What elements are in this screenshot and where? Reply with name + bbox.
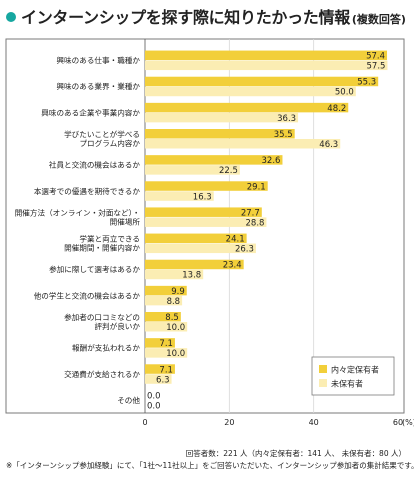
legend-swatch (319, 379, 327, 387)
data-label-series2: 28.8 (246, 218, 265, 228)
bar-series2 (145, 139, 341, 149)
data-label-series1: 23.4 (223, 261, 242, 271)
category-label: 参加者の口コミなどの評判が良いか (64, 312, 140, 331)
category-label: 他の学生と交流の機会はあるか (34, 290, 141, 300)
data-label-series1: 8.5 (165, 313, 179, 323)
data-label-series1: 48.2 (327, 104, 346, 114)
data-label-series2: 0.0 (147, 401, 161, 411)
chart-subtitle: (複数回答) (351, 13, 406, 26)
bar-series1 (145, 207, 262, 217)
data-label-series1: 7.1 (159, 365, 173, 375)
x-tick-label: 20 (224, 418, 234, 427)
bar-series2 (145, 295, 183, 306)
data-label-series1: 32.6 (262, 156, 281, 166)
chart-frame (5, 38, 405, 414)
bar-series2 (145, 60, 388, 71)
category-label: 社員と交流の機会はあるか (49, 160, 141, 170)
legend-swatch (319, 365, 327, 373)
category-label: 開催方法（オンライン・対面など）・開催場所 (15, 207, 141, 226)
data-label-series2: 6.3 (156, 375, 170, 385)
category-label: 興味のある仕事・職種か (56, 55, 140, 65)
bar-series2 (145, 86, 356, 97)
data-label-series2: 22.5 (219, 166, 238, 176)
data-label-series2: 10.0 (166, 349, 185, 359)
bar-series2 (145, 269, 204, 280)
data-label-series1: 57.4 (366, 52, 385, 62)
category-label: 交通費が支給されるか (64, 369, 140, 379)
data-label-series2: 46.3 (319, 140, 338, 150)
respondents-note: 回答者数：221 人（内々定保有者：141 人、 未保有者：80 人） (185, 449, 406, 458)
bar-series2 (145, 374, 172, 384)
bullet-dot-icon (6, 12, 16, 22)
bar-series1 (145, 50, 388, 61)
legend-label: 未保有者 (331, 379, 363, 389)
bar-series1 (145, 181, 268, 191)
data-label-series1: 9.9 (171, 287, 185, 297)
data-label-series2: 16.3 (193, 192, 212, 202)
bar-series1 (145, 285, 187, 296)
bar-series2 (145, 348, 188, 358)
bar-series2 (145, 165, 240, 175)
data-label-series1: 27.7 (241, 208, 260, 218)
legend-box (311, 356, 395, 396)
bar-series1 (145, 312, 181, 322)
category-label: 学びたいことが学べるプログラム内容か (64, 129, 140, 148)
survey-footnote: ※「インターンシップ参加経験」にて、「1社～11社以上」をご回答いただいた、イン… (6, 461, 414, 470)
bar-series2 (145, 243, 256, 254)
data-label-series2: 13.8 (182, 271, 201, 281)
bar-series1 (145, 338, 175, 348)
category-label: 参加に際して選考はあるか (49, 264, 140, 274)
bar-series1 (145, 259, 244, 270)
data-label-series1: 7.1 (159, 339, 173, 349)
category-label: 学業と両立できる開催期間・開催内容か (64, 234, 140, 253)
bar-series2 (145, 217, 267, 227)
data-label-series1: 24.1 (226, 235, 245, 245)
data-label-series1: 29.1 (247, 182, 266, 192)
data-label-series1: 0.0 (147, 391, 161, 401)
data-label-series1: 35.5 (274, 130, 293, 140)
bar-series2 (145, 191, 214, 201)
x-tick-label: 60 (393, 418, 403, 427)
x-tick-label: 40 (309, 418, 319, 427)
category-label: その他 (117, 395, 140, 405)
bar-series1 (145, 155, 283, 165)
data-label-series2: 10.0 (166, 323, 185, 333)
data-label-series2: 57.5 (367, 62, 386, 72)
bar-series1 (145, 102, 349, 113)
bar-series1 (145, 364, 175, 374)
category-label: 本選考での優遇を期待できるか (34, 186, 141, 196)
x-tick-label: 0 (142, 418, 147, 427)
chart-title: インターンシップを探す際に知りたかった情報 (21, 8, 350, 27)
legend-label: 内々定保有者 (331, 365, 379, 375)
data-label-series2: 8.8 (167, 297, 181, 307)
data-label-series2: 26.3 (235, 245, 254, 255)
category-label: 興味のある企業や事業内容か (41, 107, 140, 117)
data-label-series2: 36.3 (277, 114, 296, 124)
category-label: 興味のある業界・業種か (56, 81, 140, 91)
bar-series1 (145, 129, 295, 139)
x-unit-label: (%) (402, 418, 414, 427)
category-label: 報酬が支払われるか (72, 343, 140, 353)
data-label-series2: 50.0 (335, 88, 354, 98)
bar-series2 (145, 112, 299, 123)
data-label-series1: 55.3 (357, 78, 376, 88)
title-row: インターンシップを探す際に知りたかった情報 (複数回答) (6, 4, 412, 30)
bar-series2 (145, 322, 188, 332)
bar-series1 (145, 76, 379, 87)
bar-series1 (145, 233, 247, 244)
